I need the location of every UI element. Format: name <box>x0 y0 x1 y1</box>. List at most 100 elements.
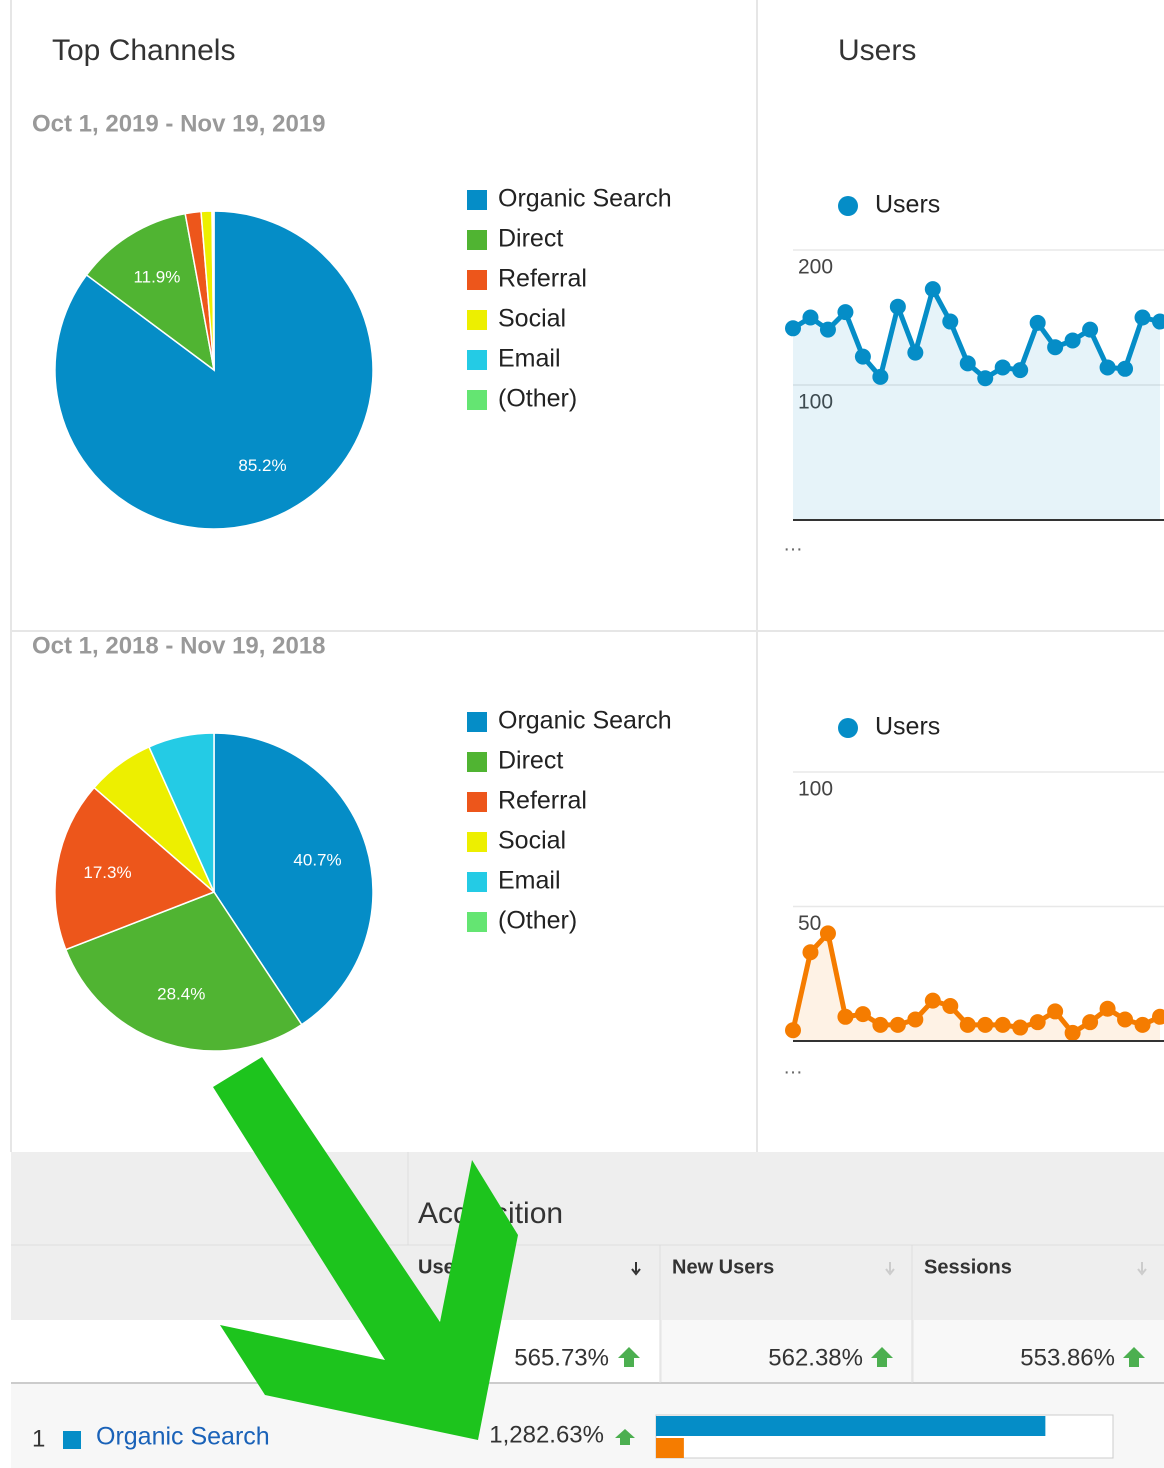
legend-label: (Other) <box>498 385 577 413</box>
slice-label: 28.4% <box>157 985 205 1004</box>
point <box>785 1022 801 1039</box>
row-bar <box>656 1438 684 1458</box>
pie-slice <box>64 891 303 1052</box>
pie-slice <box>85 212 216 372</box>
point <box>924 992 941 1009</box>
point <box>1012 1019 1029 1036</box>
pie-slice <box>212 210 215 371</box>
legend-label: Organic Search <box>498 185 672 213</box>
point <box>872 1016 889 1033</box>
point <box>1134 309 1151 326</box>
more-indicator: … <box>783 533 803 555</box>
legend-label: Users <box>875 191 940 219</box>
y-tick-label: 200 <box>798 256 833 279</box>
up-icon <box>1123 1347 1145 1367</box>
point <box>819 925 836 942</box>
legend-label: Users <box>875 713 940 741</box>
slice-label: 17.3% <box>83 863 131 882</box>
point <box>889 1016 906 1033</box>
row-value: 1,282.63% <box>489 1421 604 1448</box>
point <box>854 1006 871 1023</box>
date-range: Oct 1, 2018 - Nov 19, 2018 <box>32 632 326 659</box>
legend-swatch <box>467 832 487 852</box>
point <box>785 320 801 337</box>
slice-label: 85.2% <box>238 456 286 475</box>
line <box>790 930 1162 1036</box>
column-header[interactable]: Sessions <box>924 1256 1012 1278</box>
y-tick-label: 100 <box>798 778 833 801</box>
panel-title: Users <box>838 34 916 67</box>
line <box>791 286 1161 381</box>
point <box>1117 1011 1134 1028</box>
point <box>942 313 959 330</box>
legend-swatch <box>467 712 487 732</box>
sort-icon[interactable] <box>885 1262 895 1276</box>
legend-marker <box>838 718 858 738</box>
legend-label: Social <box>498 827 566 855</box>
point <box>1047 339 1064 356</box>
point <box>1064 1024 1081 1041</box>
y-tick-label: 50 <box>798 912 821 935</box>
legend-swatch <box>467 872 487 892</box>
point <box>977 370 994 387</box>
legend-swatch <box>467 310 487 330</box>
pie-slice <box>54 786 216 951</box>
point <box>1099 1000 1116 1017</box>
sort-icon[interactable] <box>631 1262 641 1276</box>
legend-swatch <box>467 752 487 772</box>
point <box>959 1016 976 1033</box>
point <box>819 321 836 338</box>
legend-label: Email <box>498 867 561 895</box>
up-icon <box>618 1347 640 1367</box>
sort-icon[interactable] <box>1137 1262 1147 1276</box>
legend-label: Direct <box>498 747 563 775</box>
row-swatch <box>63 1431 81 1449</box>
point <box>837 304 854 321</box>
point <box>924 281 941 298</box>
point <box>1082 1014 1099 1031</box>
point <box>1152 1008 1164 1025</box>
legend-label: Referral <box>498 265 587 293</box>
legend-label: Email <box>498 345 561 373</box>
point <box>1082 321 1099 338</box>
point <box>1152 313 1164 330</box>
y-tick-label: 100 <box>798 391 833 414</box>
point <box>942 998 959 1015</box>
panel-title: Top Channels <box>52 34 235 67</box>
date-range: Oct 1, 2019 - Nov 19, 2019 <box>32 110 326 137</box>
row-rank: 1 <box>32 1425 45 1452</box>
slice-label: 40.7% <box>293 850 341 869</box>
pie-slice <box>148 732 215 893</box>
point <box>1047 1003 1064 1020</box>
legend-swatch <box>467 230 487 250</box>
point <box>1064 332 1081 349</box>
point <box>994 359 1011 376</box>
legend-swatch <box>467 270 487 290</box>
row-link[interactable]: Organic Search <box>96 1423 270 1451</box>
legend-marker <box>838 196 858 216</box>
green-arrow <box>213 1057 518 1440</box>
point <box>977 1016 994 1033</box>
legend-label: (Other) <box>498 907 577 935</box>
point <box>1117 360 1134 377</box>
point <box>994 1016 1011 1033</box>
point <box>802 944 819 961</box>
column-header[interactable]: New Users <box>672 1256 774 1278</box>
slice-label: 11.9% <box>133 268 180 287</box>
totals-cell <box>914 1320 1164 1383</box>
total-value: 553.86% <box>1020 1344 1115 1371</box>
point <box>889 298 906 315</box>
legend-label: Social <box>498 305 566 333</box>
point <box>907 1011 924 1028</box>
point <box>837 1008 854 1025</box>
legend-swatch <box>467 190 487 210</box>
legend-label: Organic Search <box>498 707 672 735</box>
point <box>802 309 819 326</box>
up-icon <box>871 1347 893 1367</box>
legend-swatch <box>467 350 487 370</box>
total-value: 565.73% <box>514 1344 609 1371</box>
point <box>872 368 889 385</box>
point <box>1099 359 1116 376</box>
legend-swatch <box>467 390 487 410</box>
point <box>854 348 871 365</box>
